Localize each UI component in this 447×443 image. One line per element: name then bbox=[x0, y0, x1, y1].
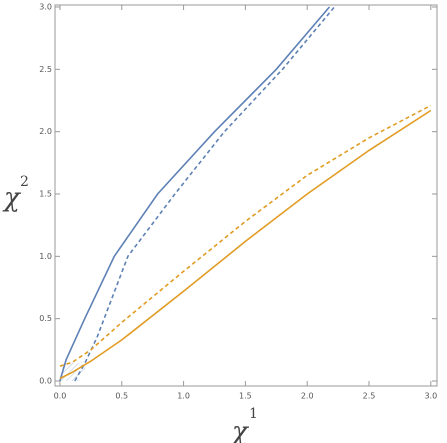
y-tick-label: 1.0 bbox=[39, 252, 52, 261]
y-axis-label: χ bbox=[2, 183, 22, 213]
series-line bbox=[59, 104, 432, 367]
y-tick-label: 3.0 bbox=[39, 2, 52, 11]
x-tick-label: 2.5 bbox=[363, 392, 376, 401]
x-tick-label: 1.0 bbox=[177, 392, 190, 401]
x-axis-label-sup: 1 bbox=[249, 406, 258, 422]
y-tick-label: 0.0 bbox=[39, 377, 52, 386]
y-tick-label: 2.0 bbox=[39, 127, 52, 136]
y-tick-label: 1.5 bbox=[39, 190, 52, 199]
y-tick-label: 2.5 bbox=[39, 65, 52, 74]
series-line bbox=[59, 6, 331, 382]
y-axis-label-sup: 2 bbox=[20, 174, 29, 190]
x-tick-label: 0.5 bbox=[115, 392, 128, 401]
x-tick-label: 3.0 bbox=[424, 392, 437, 401]
series-line bbox=[59, 109, 432, 380]
x-axis-label: χ bbox=[230, 417, 250, 443]
y-tick-label: 0.5 bbox=[39, 314, 52, 323]
series-line bbox=[74, 6, 336, 382]
frame bbox=[54, 4, 438, 387]
x-tick-label: 1.5 bbox=[239, 392, 252, 401]
x-tick-label: 2.0 bbox=[301, 392, 314, 401]
x-tick-label: 0.0 bbox=[54, 392, 67, 401]
